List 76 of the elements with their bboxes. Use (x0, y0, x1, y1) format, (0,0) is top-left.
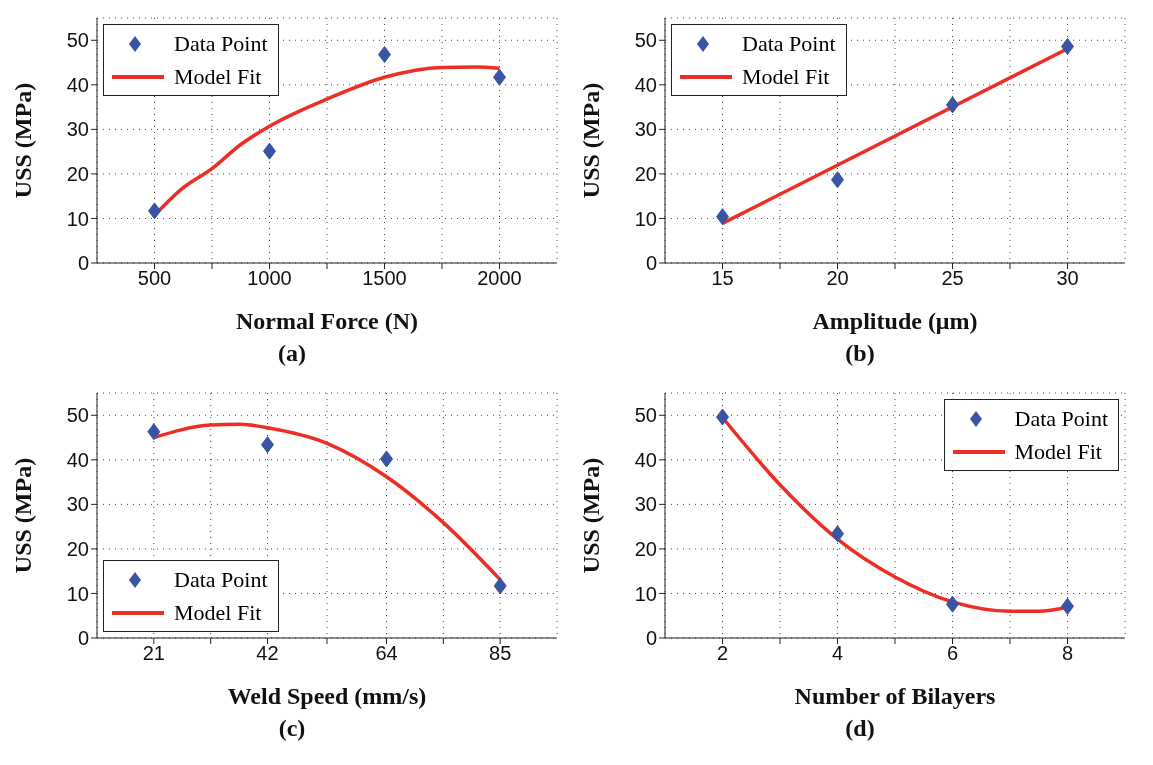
y-tick-label: 40 (634, 448, 657, 471)
point (378, 46, 391, 64)
y-tick-label: 30 (66, 493, 89, 516)
y-tick-label: 10 (634, 582, 657, 605)
point (493, 577, 507, 595)
text: (a) (278, 340, 306, 367)
x-axis-title: Number of Bilayers (794, 683, 996, 709)
y-tick-label: 20 (66, 538, 89, 561)
legend-label: Model Fit (742, 63, 830, 90)
point (147, 423, 161, 441)
x-axis-title: Weld Speed (mm/s) (227, 683, 427, 709)
text: (b) (845, 340, 875, 367)
y-tick-label: 50 (66, 29, 89, 52)
y-tick-label: 0 (645, 627, 657, 650)
x-tick-label: 2 (716, 642, 729, 665)
y-tick-label: 30 (634, 493, 657, 516)
x-tick-label: 25 (941, 267, 964, 290)
y-tick-label: 10 (66, 207, 89, 230)
x-tick-label: 1500 (362, 267, 407, 290)
point (831, 171, 844, 189)
point (946, 96, 959, 114)
text: (c) (278, 715, 306, 742)
point (380, 450, 394, 468)
y-tick-label: 50 (634, 404, 657, 427)
x-tick-label: 30 (1056, 267, 1079, 290)
y-tick-label: 0 (645, 252, 657, 275)
point (260, 436, 274, 454)
point (716, 208, 729, 226)
y-tick-label: 0 (77, 627, 89, 650)
y-tick-label: 10 (66, 582, 89, 605)
x-tick-label: 8 (1061, 642, 1074, 665)
y-axis-title: USS (MPa) (9, 457, 36, 574)
y-tick-label: 20 (66, 163, 89, 186)
legend-label: Data Point (174, 566, 268, 593)
x-tick-label: 500 (137, 267, 172, 290)
x-tick-label: 85 (489, 642, 512, 665)
point (1061, 597, 1074, 615)
x-tick-label: 2000 (477, 267, 522, 290)
legend-label: Model Fit (174, 599, 262, 626)
text: (d) (845, 715, 875, 742)
point (263, 142, 276, 160)
point (1061, 38, 1074, 56)
y-axis-title: USS (MPa) (577, 82, 604, 199)
y-axis-title: USS (MPa) (577, 457, 604, 574)
y-tick-label: 0 (77, 252, 89, 275)
point (148, 202, 161, 220)
y-tick-label: 20 (634, 163, 657, 186)
point (493, 68, 506, 86)
y-tick-label: 40 (66, 448, 89, 471)
x-tick-label: 20 (826, 267, 849, 290)
legend-label: Data Point (174, 30, 268, 57)
x-tick-label: 21 (142, 642, 165, 665)
x-tick-label: 1000 (247, 267, 292, 290)
x-tick-label: 64 (375, 642, 398, 665)
legend-label: Data Point (742, 30, 836, 57)
y-tick-label: 30 (66, 118, 89, 141)
x-axis-title: Normal Force (N) (235, 308, 419, 334)
y-tick-label: 10 (634, 207, 657, 230)
y-tick-label: 30 (634, 118, 657, 141)
y-tick-label: 50 (66, 404, 89, 427)
x-tick-label: 6 (946, 642, 959, 665)
legend-label: Model Fit (1014, 438, 1102, 465)
legend-label: Model Fit (174, 63, 262, 90)
x-axis-title: Amplitude (μm) (812, 308, 978, 334)
y-tick-label: 40 (66, 73, 89, 96)
y-tick-label: 50 (634, 29, 657, 52)
x-tick-label: 4 (831, 642, 844, 665)
point (831, 525, 844, 543)
y-tick-label: 20 (634, 538, 657, 561)
x-tick-label: 42 (256, 642, 279, 665)
y-axis-title: USS (MPa) (9, 82, 36, 199)
legend-label: Data Point (1014, 405, 1108, 432)
point (946, 595, 959, 613)
y-tick-label: 40 (634, 73, 657, 96)
point (716, 408, 729, 426)
x-tick-label: 15 (711, 267, 734, 290)
